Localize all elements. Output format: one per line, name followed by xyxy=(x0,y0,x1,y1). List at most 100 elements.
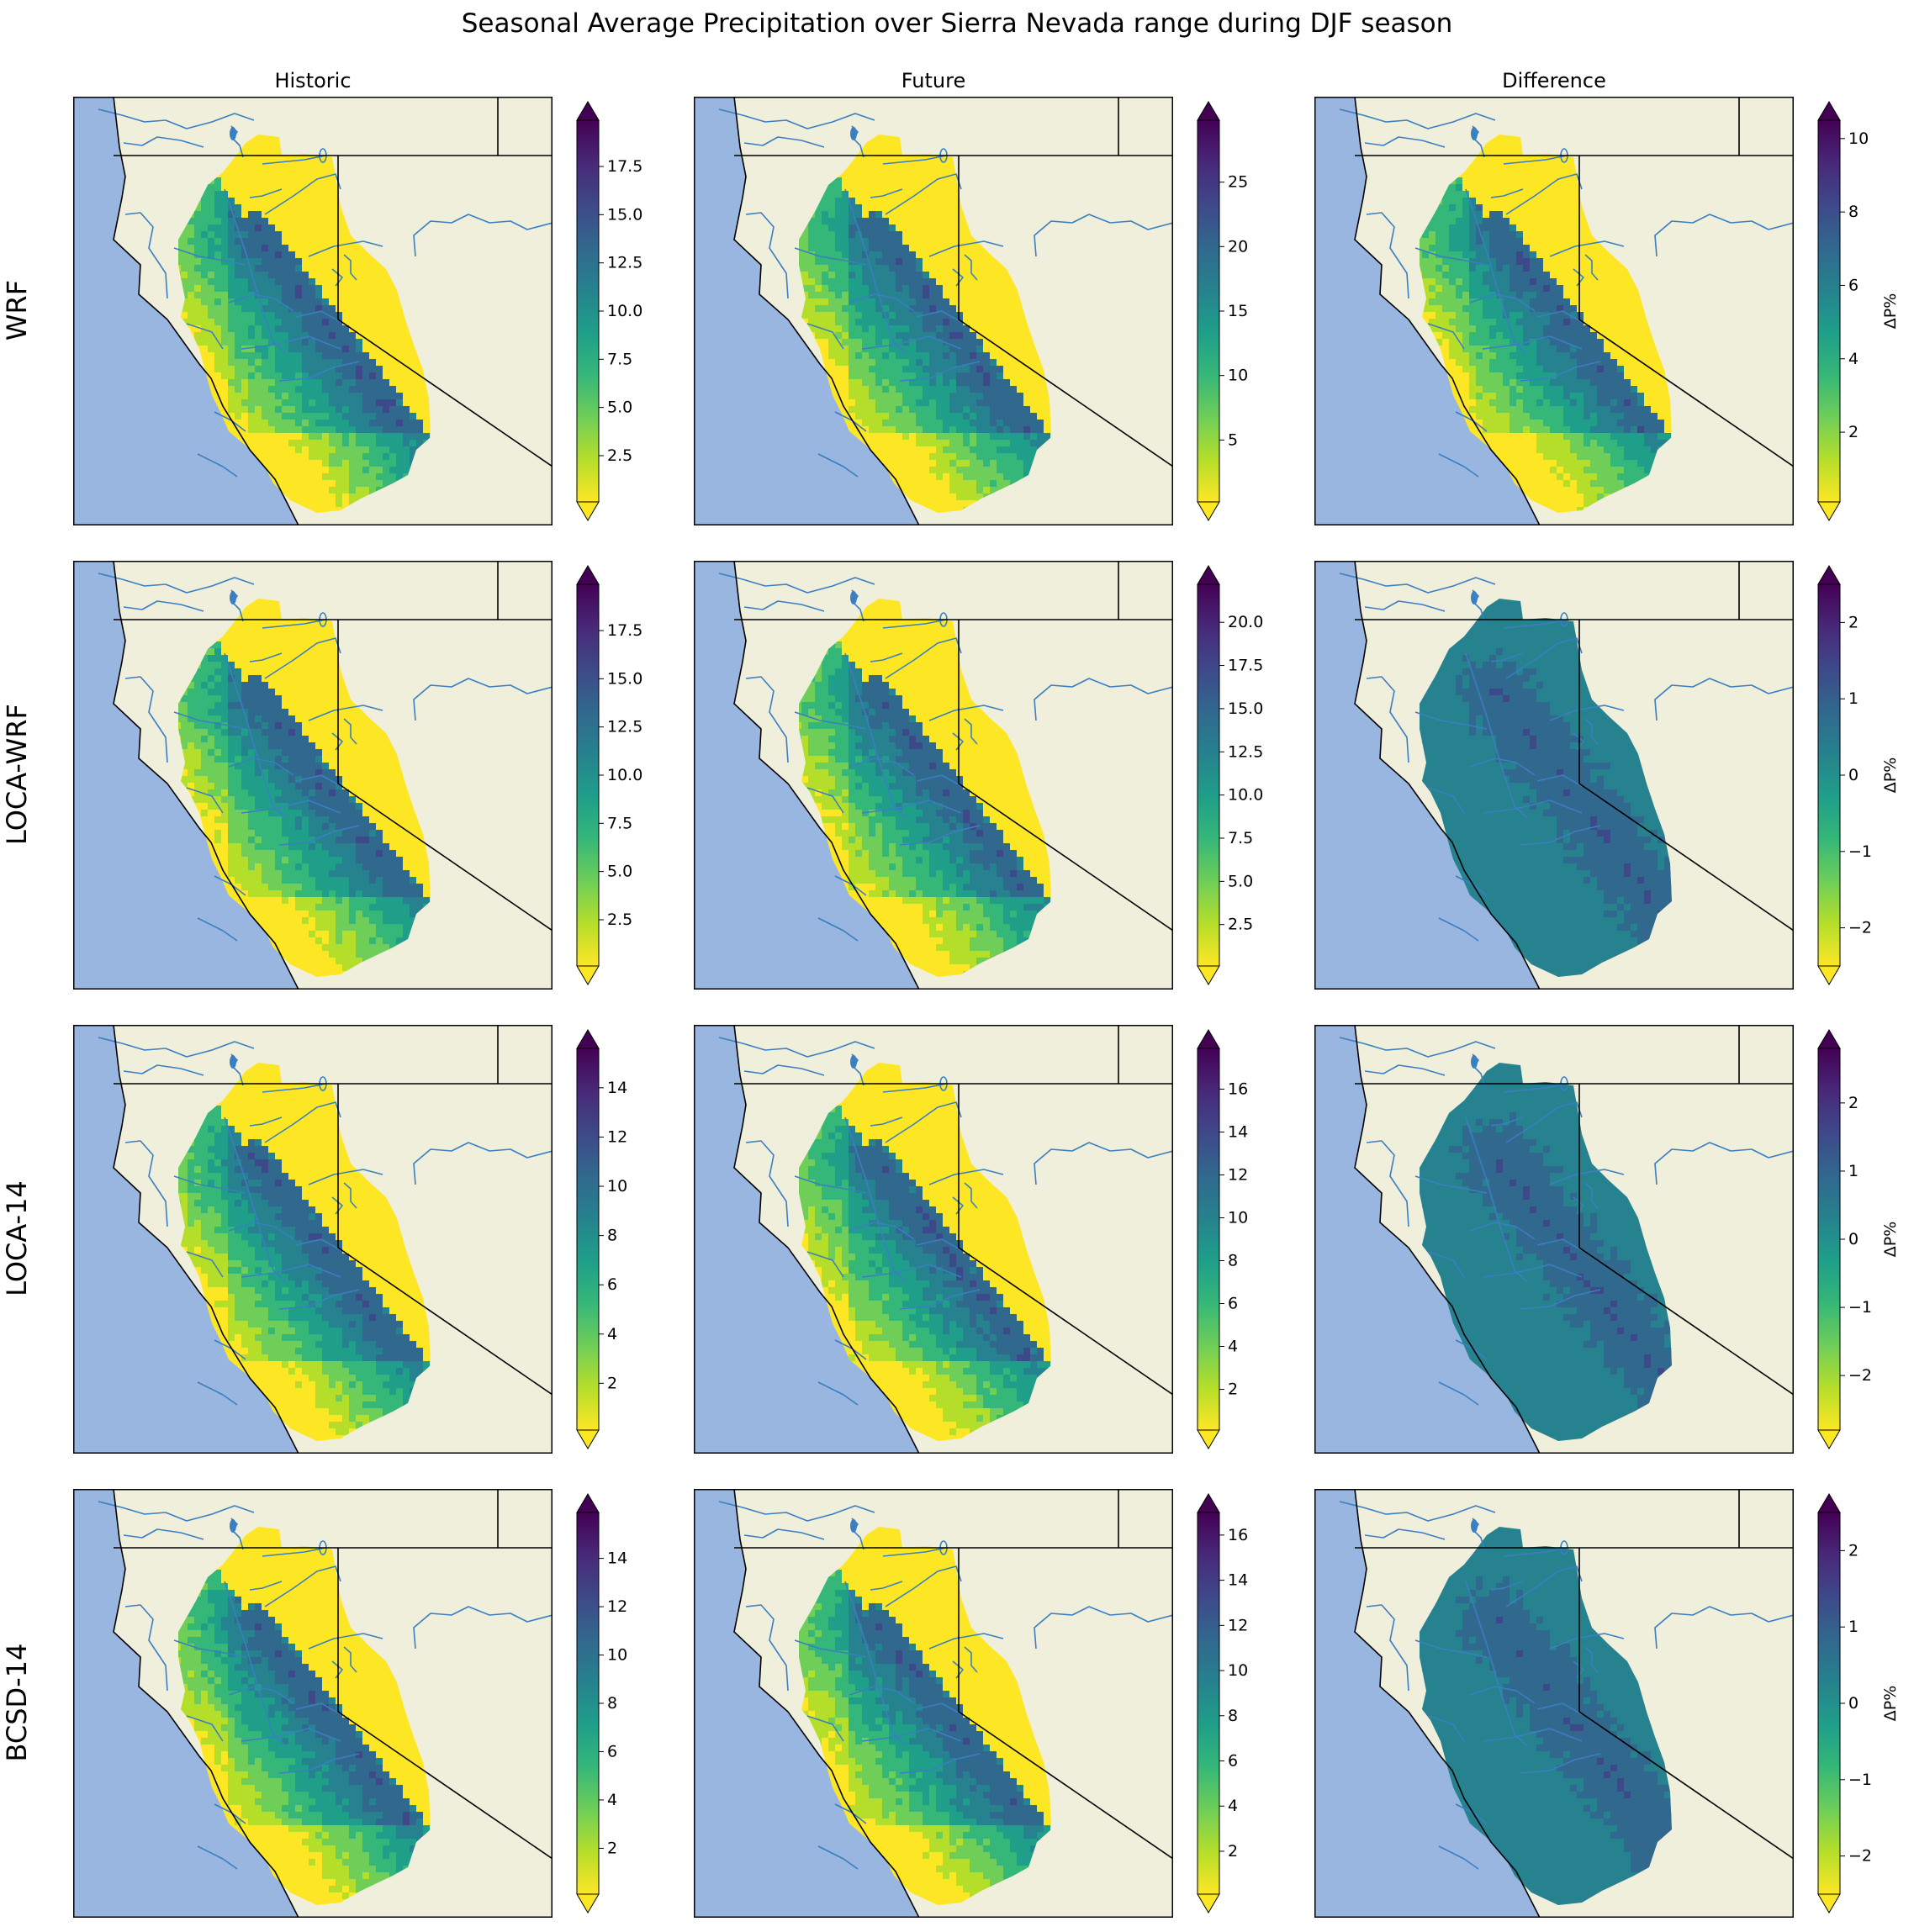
river-0 xyxy=(1339,573,1496,594)
river-17 xyxy=(870,1116,903,1127)
river-0 xyxy=(1339,108,1496,129)
river-15 xyxy=(1034,214,1173,257)
river-6 xyxy=(1469,293,1536,312)
river-15 xyxy=(413,678,553,721)
colorbar-tick-label: −2 xyxy=(1848,1366,1872,1385)
colorbar-tick-label: 12 xyxy=(607,1127,627,1146)
river-9 xyxy=(916,1702,962,1715)
map-panel-bcsd-14-future xyxy=(694,1489,1173,1918)
river-13 xyxy=(343,1646,357,1673)
map-panel-loca-14-future xyxy=(694,1025,1173,1454)
colorbar-body xyxy=(577,584,599,966)
river-11 xyxy=(885,637,962,679)
colorbar-tick-label: 2 xyxy=(1848,423,1858,441)
colorbar-tick-label: 14 xyxy=(1228,1122,1248,1141)
river-7 xyxy=(861,1264,962,1278)
colorbar-tick-label: 14 xyxy=(607,1079,627,1097)
river-16 xyxy=(1503,619,1568,629)
river-7 xyxy=(241,1728,341,1742)
colorbar-svg: 2.5 5.0 7.5 10.0 12.5 15.0 17.5 xyxy=(576,101,642,521)
river-12 xyxy=(928,1169,1004,1185)
river-13 xyxy=(1584,1182,1599,1209)
colorbar-extend-min xyxy=(576,965,600,985)
colorbar-tick-label: 2 xyxy=(1848,1094,1858,1112)
river-8 xyxy=(899,1289,981,1310)
ocean xyxy=(73,1489,299,1918)
colorbar-tick-label: 15.0 xyxy=(1228,699,1263,718)
ocean xyxy=(73,1025,299,1454)
river-15 xyxy=(413,214,553,257)
panel-frame xyxy=(694,561,1173,990)
river-10 xyxy=(806,1715,844,1742)
coastline xyxy=(113,561,299,990)
map-panel-bcsd-14-difference xyxy=(1314,1489,1794,1918)
river-12 xyxy=(308,705,383,721)
colorbar-body xyxy=(1198,584,1219,966)
river-11 xyxy=(264,1101,341,1143)
colorbar-svg: 2 4 6 8 10 12 14 xyxy=(576,1029,627,1449)
colorbar-tick-label: 6 xyxy=(607,1275,617,1294)
colorbar-extend-min xyxy=(1817,965,1841,985)
river-8 xyxy=(1520,1753,1601,1774)
river-5 xyxy=(173,1639,246,1658)
river-12 xyxy=(1549,1169,1625,1185)
colorbar-extend-max xyxy=(1197,1029,1220,1049)
river-13 xyxy=(343,718,357,745)
map-panel-loca-14-historic xyxy=(73,1025,553,1454)
coastline xyxy=(733,97,920,525)
river-16 xyxy=(882,619,947,629)
colorbar-tick-label: 0 xyxy=(1848,766,1858,784)
river-3 xyxy=(745,1140,789,1227)
colorbar-extend-min xyxy=(576,501,600,521)
row-label-bcsd-14: BCSD-14 xyxy=(1,1593,33,1812)
river-10 xyxy=(186,1715,224,1742)
river-3 xyxy=(124,676,168,763)
colorbar-tick-label: −1 xyxy=(1848,1298,1872,1317)
colorbar-tick-label: 7.5 xyxy=(607,350,632,368)
colorbar-tick-label: 20.0 xyxy=(1228,613,1263,631)
colorbar-tick-label: 12.5 xyxy=(1228,742,1263,761)
colorbar-tick-label: 10 xyxy=(1848,129,1869,148)
colorbar-tick-label: 10.0 xyxy=(607,766,642,784)
river-4 xyxy=(1465,1116,1527,1282)
river-11 xyxy=(264,173,341,215)
map-panel-loca-14-difference xyxy=(1314,1025,1794,1454)
river-6 xyxy=(228,1222,294,1240)
state-border-2 xyxy=(337,156,553,467)
river-13 xyxy=(964,254,978,281)
colorbar-extend-min xyxy=(1817,1429,1841,1449)
panel-frame xyxy=(1314,561,1794,990)
colorbar-svg: 2 4 6 8 10 12 14 xyxy=(576,1493,627,1914)
colorbar-extend-max xyxy=(1817,1029,1841,1049)
river-16 xyxy=(882,1083,947,1093)
river-1 xyxy=(1364,136,1446,148)
river-8 xyxy=(1520,361,1601,382)
colorbar-body xyxy=(1198,120,1219,502)
river-17 xyxy=(249,1581,283,1591)
colorbar-svg: −2 −1 0 1 2 ΔP% xyxy=(1817,1493,1900,1914)
map-svg xyxy=(73,97,553,525)
map-panel-wrf-historic xyxy=(73,97,553,525)
colorbar-tick-label: 10 xyxy=(1228,1661,1248,1680)
river-16 xyxy=(262,1083,326,1093)
river-10 xyxy=(186,787,224,814)
panel-frame xyxy=(694,97,1173,525)
colorbar-body xyxy=(1818,1048,1840,1430)
river-17 xyxy=(870,652,903,662)
colorbar-tick-label: 5.0 xyxy=(607,399,632,417)
lake xyxy=(850,127,857,140)
lake xyxy=(1471,591,1478,604)
colorbar-tick-label: 1 xyxy=(1848,1162,1858,1180)
river-8 xyxy=(278,1753,360,1774)
colorbar-svg: 2.5 5.0 7.5 10.0 12.5 15.0 17.5 20.0 xyxy=(1197,565,1263,985)
river-5 xyxy=(794,247,867,266)
map-svg xyxy=(694,561,1173,990)
river-4 xyxy=(844,188,907,354)
colorbar-extend-max xyxy=(576,101,600,121)
state-border-2 xyxy=(958,156,1173,467)
river-5 xyxy=(794,1175,867,1194)
lake xyxy=(1471,1055,1478,1069)
river-6 xyxy=(1469,1686,1536,1704)
lake xyxy=(850,591,857,604)
river-12 xyxy=(928,1633,1004,1650)
